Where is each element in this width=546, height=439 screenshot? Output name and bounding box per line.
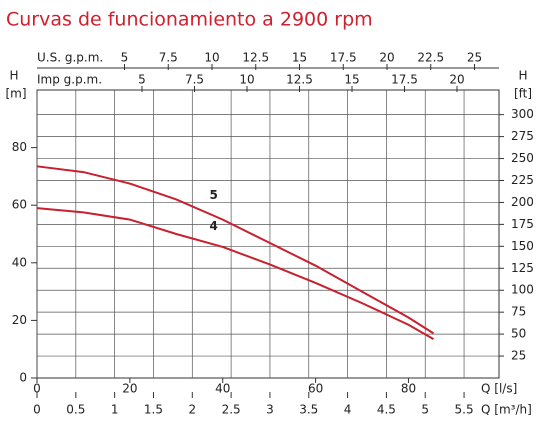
top-tick-label: 20 bbox=[449, 73, 464, 87]
x2-tick-label: 4.5 bbox=[377, 403, 396, 417]
plot-frame bbox=[36, 89, 500, 379]
x-tick-label: 0 bbox=[33, 382, 41, 396]
y2-tick-label: 175 bbox=[511, 217, 534, 231]
top-tick-label: 7.5 bbox=[159, 51, 178, 65]
top-tick-label: 15 bbox=[344, 73, 359, 87]
top-tick-label: 7.5 bbox=[185, 73, 204, 87]
top-tick-label: 25 bbox=[467, 51, 482, 65]
x2-tick-label: 2.5 bbox=[222, 403, 241, 417]
y2-tick-label: 200 bbox=[511, 195, 534, 209]
curve bbox=[36, 165, 435, 335]
y2-tick-label: 75 bbox=[511, 305, 526, 319]
y2-tick-label: 225 bbox=[511, 173, 534, 187]
x-label: Q [l/s] bbox=[481, 382, 517, 396]
y2-tick-label: 150 bbox=[511, 239, 534, 253]
curve-label: 4 bbox=[210, 219, 218, 233]
y2-tick-label: 100 bbox=[511, 283, 534, 297]
top-tick-label: 15 bbox=[292, 51, 307, 65]
curve bbox=[36, 207, 435, 340]
x2-tick-label: 1 bbox=[111, 403, 119, 417]
y2-tick-label: 25 bbox=[511, 349, 526, 363]
x2-tick-label: 5 bbox=[421, 403, 429, 417]
y2-tick-label: 50 bbox=[511, 327, 526, 341]
top-tick-label: 17.5 bbox=[330, 51, 357, 65]
x-tick-label: 20 bbox=[122, 382, 137, 396]
top-axis-label: U.S. g.p.m. bbox=[37, 51, 103, 65]
top-tick-label: 10 bbox=[204, 51, 219, 65]
x-tick-label: 40 bbox=[215, 382, 230, 396]
top-tick-label: 5 bbox=[121, 51, 129, 65]
x-tick-label: 80 bbox=[401, 382, 416, 396]
x2-tick-label: 0.5 bbox=[66, 403, 85, 417]
chart-title: Curvas de funcionamiento a 2900 rpm bbox=[6, 9, 373, 31]
y-tick-label: 20 bbox=[12, 313, 27, 327]
top-tick-label: 12.5 bbox=[242, 51, 269, 65]
curve-label: 5 bbox=[210, 188, 218, 202]
y-tick-label: 0 bbox=[19, 371, 27, 385]
x-tick-label: 60 bbox=[308, 382, 323, 396]
x2-label: Q [m³/h] bbox=[481, 403, 532, 417]
x2-tick-label: 0 bbox=[33, 403, 41, 417]
y-tick-label: 80 bbox=[12, 140, 27, 154]
top-tick-label: 17.5 bbox=[391, 73, 418, 87]
x2-tick-label: 2 bbox=[188, 403, 196, 417]
x2-tick-label: 4 bbox=[344, 403, 352, 417]
y2-unit: [ft] bbox=[514, 87, 532, 101]
y2-tick-label: 250 bbox=[511, 151, 534, 165]
y2-tick-label: 275 bbox=[511, 129, 534, 143]
y-label: H bbox=[9, 69, 18, 83]
y-unit: [m] bbox=[5, 87, 26, 101]
y2-tick-label: 300 bbox=[511, 107, 534, 121]
x2-tick-label: 3.5 bbox=[299, 403, 318, 417]
y-tick-label: 60 bbox=[12, 198, 27, 212]
y2-tick-label: 125 bbox=[511, 261, 534, 275]
top-tick-label: 5 bbox=[138, 73, 146, 87]
top-tick-label: 10 bbox=[239, 73, 254, 87]
x2-tick-label: 1.5 bbox=[144, 403, 163, 417]
y2-label: H bbox=[518, 69, 527, 83]
x2-tick-label: 3 bbox=[266, 403, 274, 417]
top-tick-label: 22.5 bbox=[417, 51, 444, 65]
x2-tick-label: 5.5 bbox=[455, 403, 474, 417]
y-tick-label: 40 bbox=[12, 255, 27, 269]
top-axis-label: Imp g.p.m. bbox=[37, 73, 102, 87]
top-tick-label: 20 bbox=[379, 51, 394, 65]
top-tick-label: 12.5 bbox=[286, 73, 313, 87]
